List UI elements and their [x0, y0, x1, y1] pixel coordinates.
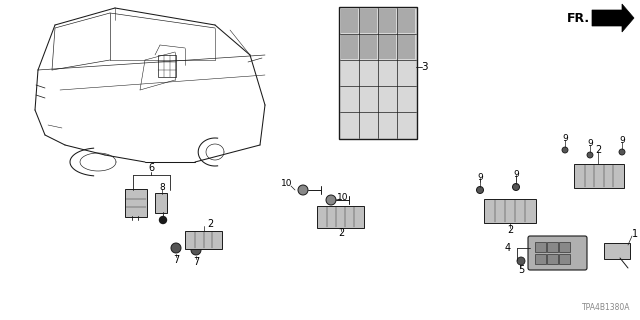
FancyBboxPatch shape — [559, 253, 570, 263]
Text: TPA4B1380A: TPA4B1380A — [582, 303, 630, 312]
FancyBboxPatch shape — [317, 206, 364, 228]
Text: 10: 10 — [337, 193, 349, 202]
Text: 2: 2 — [207, 219, 213, 229]
FancyBboxPatch shape — [341, 9, 358, 33]
Circle shape — [171, 243, 181, 253]
Text: 8: 8 — [159, 182, 165, 191]
FancyBboxPatch shape — [604, 243, 630, 259]
FancyBboxPatch shape — [125, 189, 147, 217]
FancyBboxPatch shape — [547, 242, 557, 252]
Text: FR.: FR. — [567, 12, 590, 25]
FancyBboxPatch shape — [339, 7, 417, 139]
FancyBboxPatch shape — [534, 242, 545, 252]
FancyBboxPatch shape — [379, 35, 396, 59]
Text: 9: 9 — [562, 133, 568, 142]
FancyBboxPatch shape — [528, 236, 587, 270]
Text: 9: 9 — [587, 139, 593, 148]
FancyBboxPatch shape — [559, 242, 570, 252]
Circle shape — [326, 195, 336, 205]
Text: 9: 9 — [477, 172, 483, 181]
Text: 6: 6 — [148, 163, 154, 173]
FancyBboxPatch shape — [534, 253, 545, 263]
Circle shape — [159, 217, 166, 223]
FancyBboxPatch shape — [155, 193, 167, 213]
Circle shape — [513, 183, 520, 190]
Circle shape — [562, 147, 568, 153]
Text: 9: 9 — [513, 170, 519, 179]
FancyBboxPatch shape — [398, 9, 415, 33]
FancyBboxPatch shape — [379, 9, 396, 33]
Polygon shape — [592, 4, 634, 32]
Circle shape — [477, 187, 483, 194]
Text: 3: 3 — [420, 61, 428, 71]
Circle shape — [191, 245, 201, 255]
Text: 9: 9 — [619, 135, 625, 145]
Text: 5: 5 — [518, 265, 524, 275]
FancyBboxPatch shape — [574, 164, 624, 188]
Text: 7: 7 — [173, 255, 179, 265]
FancyBboxPatch shape — [547, 253, 557, 263]
Circle shape — [619, 149, 625, 155]
Circle shape — [587, 152, 593, 158]
FancyBboxPatch shape — [360, 9, 377, 33]
Text: 10: 10 — [281, 179, 292, 188]
FancyBboxPatch shape — [185, 231, 222, 249]
Text: 1: 1 — [632, 229, 638, 239]
Text: 7: 7 — [193, 257, 199, 267]
Text: 2: 2 — [507, 225, 513, 235]
FancyBboxPatch shape — [341, 35, 358, 59]
FancyBboxPatch shape — [360, 35, 377, 59]
Circle shape — [517, 257, 525, 265]
Text: 2: 2 — [338, 228, 344, 238]
Text: 2: 2 — [595, 145, 601, 155]
Text: 4: 4 — [505, 243, 511, 253]
Circle shape — [298, 185, 308, 195]
FancyBboxPatch shape — [484, 199, 536, 223]
FancyBboxPatch shape — [398, 35, 415, 59]
